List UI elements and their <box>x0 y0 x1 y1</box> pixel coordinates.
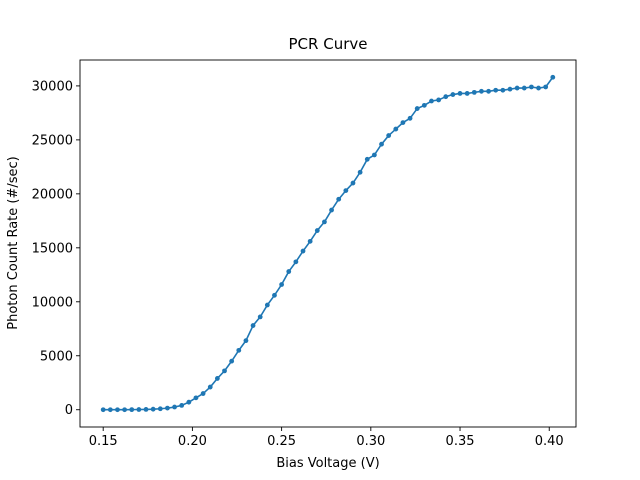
data-point <box>222 368 227 374</box>
data-point <box>107 407 113 413</box>
y-tick-label: 15000 <box>32 241 73 256</box>
data-point <box>436 97 442 103</box>
data-point <box>479 88 484 94</box>
data-point <box>122 407 127 413</box>
y-tick-label: 30000 <box>32 79 73 94</box>
y-tick-label: 20000 <box>32 187 73 202</box>
x-tick-label: 0.20 <box>178 434 207 449</box>
x-tick-label: 0.40 <box>535 434 564 449</box>
data-point <box>179 403 185 408</box>
data-point <box>407 115 413 121</box>
data-point <box>143 407 149 412</box>
data-point <box>172 404 177 410</box>
data-point <box>129 407 135 413</box>
data-point <box>336 196 342 202</box>
data-point <box>493 87 499 93</box>
data-point <box>279 282 285 287</box>
data-point <box>364 156 370 162</box>
x-axis-label: Bias Voltage (V) <box>276 456 379 471</box>
data-point <box>150 406 156 412</box>
data-point <box>486 88 491 94</box>
data-point <box>165 405 170 411</box>
x-tick-label: 0.15 <box>89 434 118 449</box>
data-point <box>529 84 534 90</box>
y-tick-label: 5000 <box>40 349 73 364</box>
data-point <box>471 89 477 95</box>
data-point <box>236 347 242 353</box>
plot-frame <box>79 59 577 428</box>
data-point <box>400 120 406 126</box>
data-point <box>393 126 399 132</box>
data-point <box>421 102 427 108</box>
data-point <box>229 358 235 364</box>
data-point <box>250 323 256 328</box>
data-point <box>500 87 506 93</box>
data-point <box>350 180 356 186</box>
data-point <box>386 133 392 138</box>
series-line <box>103 76 554 411</box>
data-point <box>286 269 292 274</box>
x-tick-label: 0.35 <box>446 434 475 449</box>
data-point <box>293 259 299 265</box>
data-point <box>443 94 449 100</box>
data-point <box>314 228 320 233</box>
data-point <box>193 395 199 401</box>
x-tick-label: 0.25 <box>267 434 296 449</box>
data-point <box>507 86 513 92</box>
data-point <box>307 238 313 244</box>
data-point <box>429 98 434 104</box>
data-point <box>157 406 163 412</box>
data-point <box>257 314 263 320</box>
y-axis-label: Photon Count Rate (#/sec) <box>6 156 21 329</box>
data-point <box>514 85 520 91</box>
y-tick-label: 25000 <box>32 133 73 148</box>
y-tick-label: 10000 <box>32 295 73 310</box>
data-point <box>536 85 541 91</box>
data-point <box>550 74 556 80</box>
chart-title: PCR Curve <box>289 35 368 53</box>
y-tick-label: 0 <box>65 403 73 418</box>
data-point <box>521 85 527 91</box>
data-point <box>343 188 349 194</box>
data-point <box>379 141 384 147</box>
data-point <box>300 248 306 254</box>
data-point <box>186 399 192 405</box>
data-point <box>200 391 206 396</box>
data-point <box>243 338 249 344</box>
chart-axes: 0.15 0.20 0.25 0.30 0.35 0.40 0 5000 10000 15000 2… <box>32 59 577 449</box>
chart-marks <box>100 74 556 413</box>
data-point <box>329 207 334 213</box>
data-point <box>464 91 470 96</box>
data-point <box>371 152 377 158</box>
data-point <box>450 92 456 97</box>
data-point <box>264 302 270 308</box>
data-point <box>136 407 142 412</box>
data-point <box>322 219 327 225</box>
data-point <box>115 407 120 413</box>
data-point <box>357 169 363 175</box>
data-point <box>457 91 463 96</box>
data-point <box>100 407 106 413</box>
data-point <box>214 376 220 381</box>
data-point <box>543 84 549 90</box>
data-point <box>414 106 420 111</box>
x-tick-label: 0.30 <box>356 434 385 449</box>
data-point <box>207 384 213 390</box>
data-point <box>272 292 277 298</box>
